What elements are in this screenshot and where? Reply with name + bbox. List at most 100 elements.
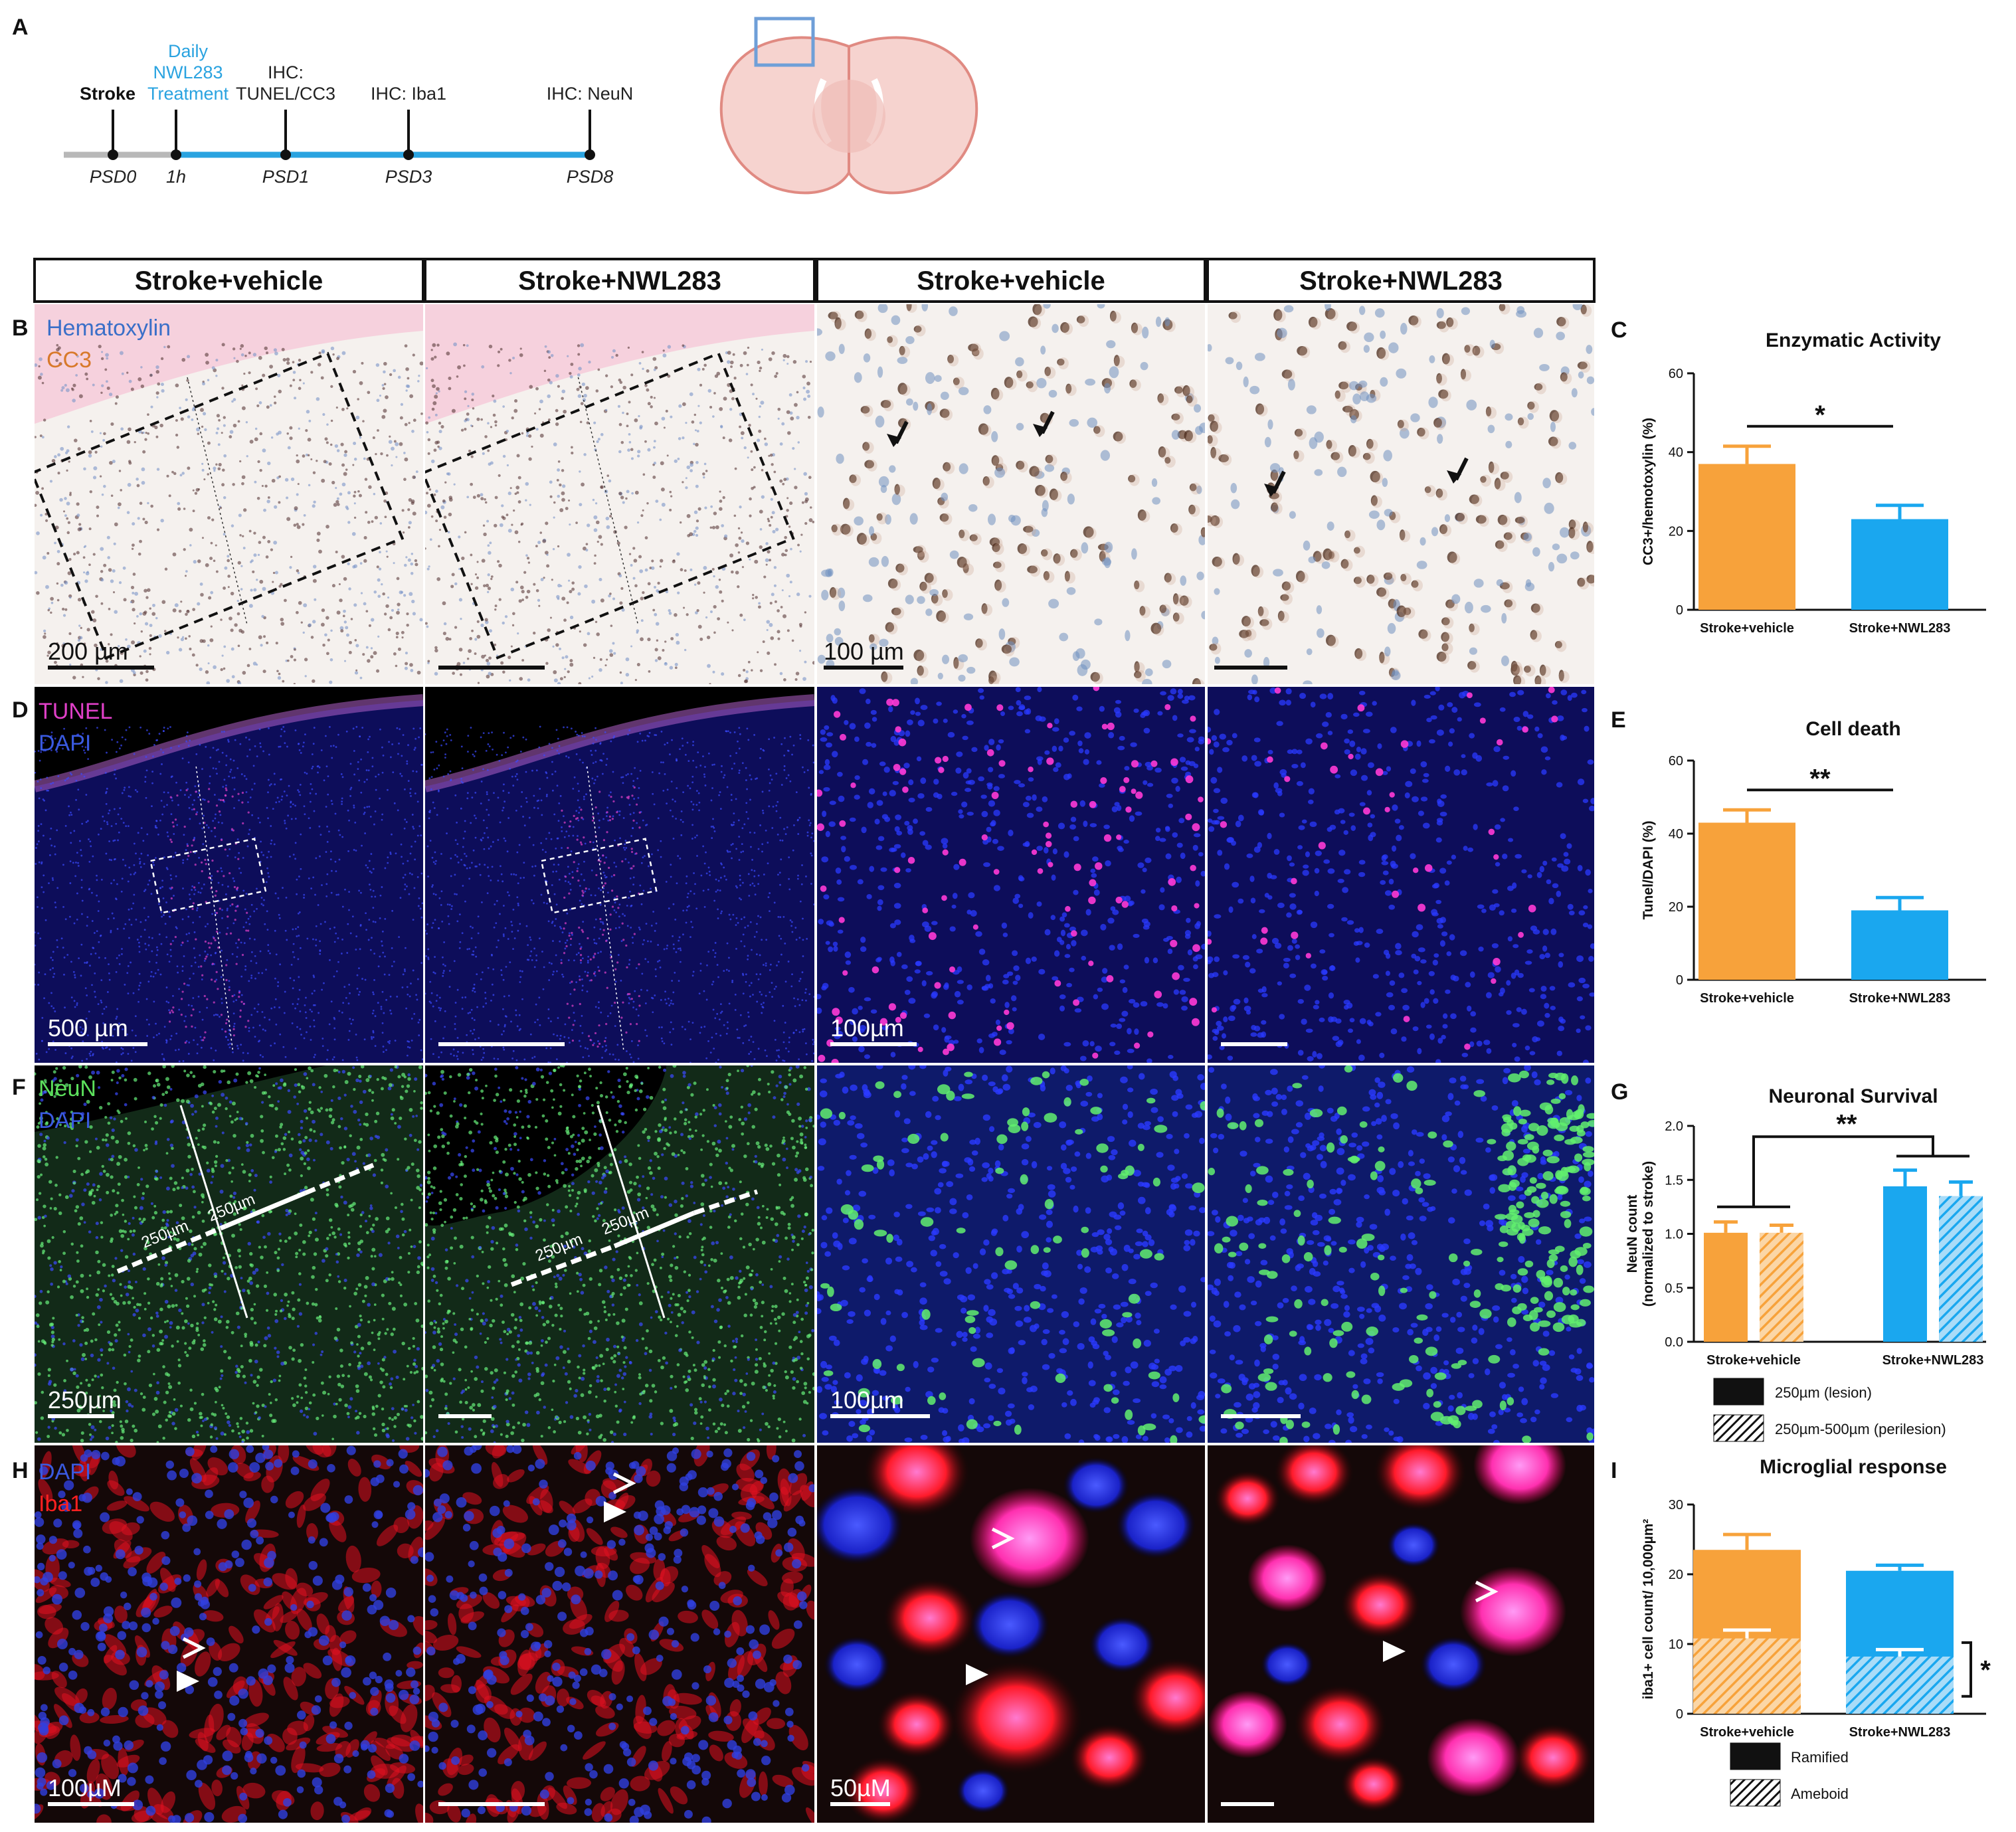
stain-label: Hematoxylin [46,316,171,341]
timeline-time-label: PSD3 [385,167,432,187]
panel-letter-g: G [1611,1079,1628,1105]
y-tick-label: 20 [1669,1568,1683,1582]
chart-title: Neuronal Survival [1768,1085,1938,1107]
micrograph-d-4 [1208,687,1594,1063]
micrograph-h-3: 50µM [817,1445,1205,1823]
ramified-marker [1475,1580,1499,1603]
column-header-label: Stroke+vehicle [917,266,1105,296]
legend-swatch [1730,1742,1781,1770]
x-category-label: Stroke+vehicle [1700,1725,1794,1740]
bar [1760,1232,1803,1342]
timeline-dot [280,149,291,160]
micrograph-b-2 [425,304,814,684]
y-axis-label: CC3+/hemotoxylin (%) [1641,418,1656,565]
micrograph-d-3: 100µm [817,687,1205,1063]
timeline-time-label: PSD8 [567,167,614,187]
column-header-label: Stroke+NWL283 [518,266,721,296]
timeline-dot [108,149,118,160]
legend-swatch [1713,1378,1764,1406]
x-category-label: Stroke+vehicle [1700,621,1794,636]
timeline-event-label: IHC: [268,62,304,82]
y-tick-label: 0 [1676,603,1683,618]
column-header-box [424,258,816,303]
scale-bar-label: 100 µm [824,638,904,665]
y-axis-label: (normalized to stroke) [1641,1161,1656,1307]
legend-swatch [1730,1779,1781,1807]
chart-i: I Microglial response 0 10 20 30 iba1+ cell co… [1611,1456,1991,1807]
chart-title: Microglial response [1760,1456,1947,1478]
scale-bar-label: 100µm [830,1386,904,1414]
scale-bar-label: 100µm [830,1014,904,1042]
panel-letter-a: A [12,15,29,40]
micrograph-h-2 [425,1445,814,1823]
column-header-label: Stroke+NWL283 [1299,266,1503,296]
panel-letter-h: H [12,1458,29,1483]
micrograph-f-3: 100µm [817,1065,1205,1443]
legend-label: Ameboid [1791,1786,1849,1802]
stain-label: Iba1 [39,1491,82,1516]
scale-bar-label: 500 µm [48,1014,128,1042]
panel-letter-i: I [1611,1458,1617,1483]
legend-swatch [1713,1414,1764,1442]
significance-bracket [1752,1135,1934,1207]
ameboid-marker [177,1671,199,1692]
micrograph-b-1: 200 µm [35,304,423,684]
legend-label: 250µm (lesion) [1775,1384,1872,1401]
legend: Ramified Ameboid [1730,1742,1849,1807]
bar [1704,1232,1748,1342]
column-header-box [33,258,424,303]
scale-bar-label: 100µM [48,1774,122,1801]
chart-title: Enzymatic Activity [1766,329,1941,351]
micrograph-h-1: 100µM [35,1445,423,1823]
significance-label: ** [1809,764,1831,793]
timeline-event-label: Treatment [147,84,229,104]
timeline-time-label: PSD0 [90,167,137,187]
panel-letter-c: C [1611,318,1627,343]
scale-bar-label: 50µM [830,1774,891,1801]
y-tick-label: 2.0 [1665,1119,1683,1134]
stain-label: DAPI [39,1459,91,1485]
stain-label: TUNEL [39,699,112,724]
x-category-label: Stroke+NWL283 [1882,1353,1984,1368]
ramified-marker [991,1527,1015,1550]
micrograph-f-4 [1208,1065,1594,1443]
y-tick-label: 60 [1669,754,1683,769]
y-axis-label: Tunel/DAPI (%) [1641,821,1656,920]
y-tick-label: 0 [1676,1707,1683,1722]
micrograph-h-4 [1208,1445,1594,1823]
ameboid-marker [1383,1641,1406,1662]
y-tick-label: 20 [1669,524,1683,539]
scale-bar-label: 250µm [48,1386,122,1414]
timeline-event-label: NWL283 [153,62,223,82]
bar-ameboid [1846,1656,1954,1714]
y-tick-label: 30 [1669,1498,1683,1512]
brain-icon [719,17,978,195]
legend-label: 250µm-500µm (perilesion) [1775,1421,1946,1437]
bar [1851,519,1948,610]
y-tick-label: 0 [1676,973,1683,988]
y-tick-label: 40 [1669,827,1683,842]
stain-label: DAPI [39,731,91,756]
column-header-box [1206,258,1596,303]
timeline-dot [403,149,414,160]
significance-label: * [1815,401,1825,430]
y-axis-label: NeuN count [1625,1195,1640,1273]
significance-bracket [1962,1641,1972,1698]
scale-bar-label: 200 µm [48,638,128,665]
timeline-time-label: 1h [166,167,186,187]
chart-c: C Enzymatic Activity 0 20 40 60 CC3+/hemotoxyl… [1611,318,1986,636]
significance-label: ** [1836,1109,1857,1139]
timeline-time-label: PSD1 [262,167,310,187]
x-category-label: Stroke+vehicle [1700,991,1794,1006]
timeline-dot [171,149,181,160]
micrograph-grid: B 200 µm 100 µm Hematoxylin CC3 D 500 µm 100µm T… [12,304,1594,1823]
ramified-marker [182,1637,206,1659]
timeline-event-label: Daily [168,41,209,61]
y-tick-label: 1.0 [1665,1228,1683,1242]
y-tick-label: 40 [1669,446,1683,460]
ameboid-marker [966,1664,988,1685]
column-header-label: Stroke+vehicle [135,266,323,296]
bar [1851,910,1948,980]
